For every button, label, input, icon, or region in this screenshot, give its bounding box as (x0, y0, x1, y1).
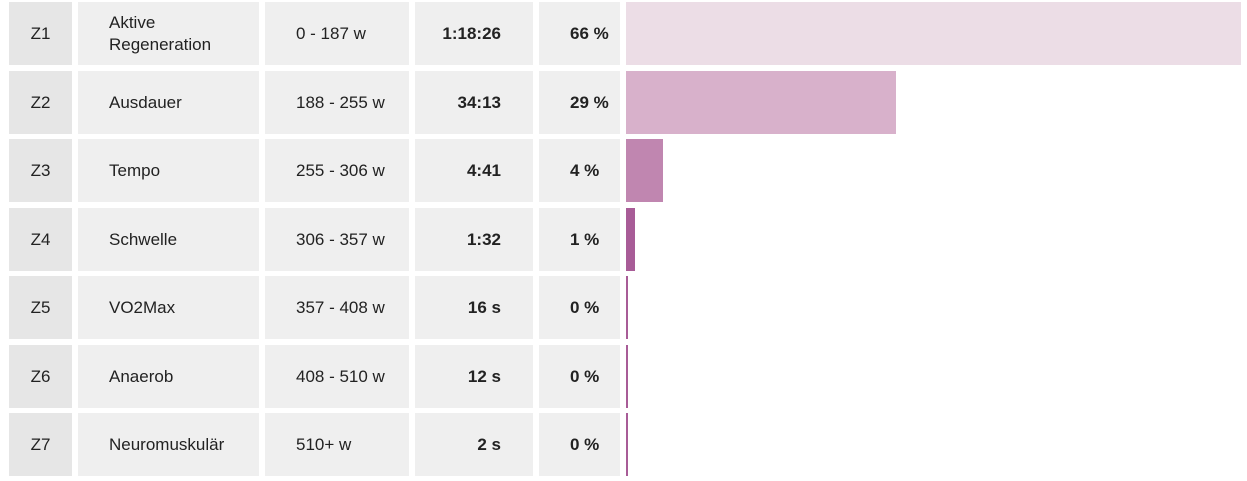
zone-power-range: 306 - 357 w (265, 208, 409, 271)
zone-label: Z7 (9, 413, 72, 476)
zone-row: Z1 Aktive Regeneration 0 - 187 w 1:18:26 66 … (0, 2, 1247, 65)
zone-time: 34:13 (415, 71, 533, 134)
zone-label: Z3 (9, 139, 72, 202)
zone-name: Aktive Regeneration (78, 2, 259, 65)
zone-name: Tempo (78, 139, 259, 202)
zone-label: Z2 (9, 71, 72, 134)
zone-power-range: 408 - 510 w (265, 345, 409, 408)
zone-bar-track (626, 208, 1241, 271)
zone-row: Z2 Ausdauer 188 - 255 w 34:13 29 % (0, 71, 1247, 134)
zone-bar-track (626, 413, 1241, 476)
zone-label: Z1 (9, 2, 72, 65)
zone-power-range: 0 - 187 w (265, 2, 409, 65)
zone-power-range: 357 - 408 w (265, 276, 409, 339)
zone-percent: 1 % (539, 208, 620, 271)
zone-time: 12 s (415, 345, 533, 408)
zone-percent: 66 % (539, 2, 620, 65)
zone-time-bar (626, 413, 628, 476)
zone-time: 4:41 (415, 139, 533, 202)
zone-time-bar (626, 208, 635, 271)
zone-label: Z5 (9, 276, 72, 339)
zone-label: Z6 (9, 345, 72, 408)
zone-percent: 0 % (539, 413, 620, 476)
zone-percent: 0 % (539, 276, 620, 339)
zone-power-range: 255 - 306 w (265, 139, 409, 202)
zone-time: 2 s (415, 413, 533, 476)
zone-time-bar (626, 345, 628, 408)
zone-time: 16 s (415, 276, 533, 339)
zone-time: 1:32 (415, 208, 533, 271)
zone-bar-track (626, 71, 1241, 134)
zone-time-bar (626, 2, 1241, 65)
zone-bar-track (626, 139, 1241, 202)
zone-power-range: 188 - 255 w (265, 71, 409, 134)
zone-percent: 0 % (539, 345, 620, 408)
zone-bar-track (626, 2, 1241, 65)
zone-time: 1:18:26 (415, 2, 533, 65)
zone-bar-track (626, 345, 1241, 408)
zone-percent: 29 % (539, 71, 620, 134)
zone-power-range: 510+ w (265, 413, 409, 476)
zone-name: Anaerob (78, 345, 259, 408)
zone-label: Z4 (9, 208, 72, 271)
zone-percent: 4 % (539, 139, 620, 202)
zone-time-bar (626, 71, 896, 134)
zone-row: Z4 Schwelle 306 - 357 w 1:32 1 % (0, 208, 1247, 271)
zone-name: VO2Max (78, 276, 259, 339)
zone-row: Z3 Tempo 255 - 306 w 4:41 4 % (0, 139, 1247, 202)
zone-name: Neuromuskulär (78, 413, 259, 476)
zone-name: Ausdauer (78, 71, 259, 134)
zone-time-bar (626, 139, 663, 202)
zone-name: Schwelle (78, 208, 259, 271)
zone-bar-track (626, 276, 1241, 339)
zone-time-bar (626, 276, 628, 339)
